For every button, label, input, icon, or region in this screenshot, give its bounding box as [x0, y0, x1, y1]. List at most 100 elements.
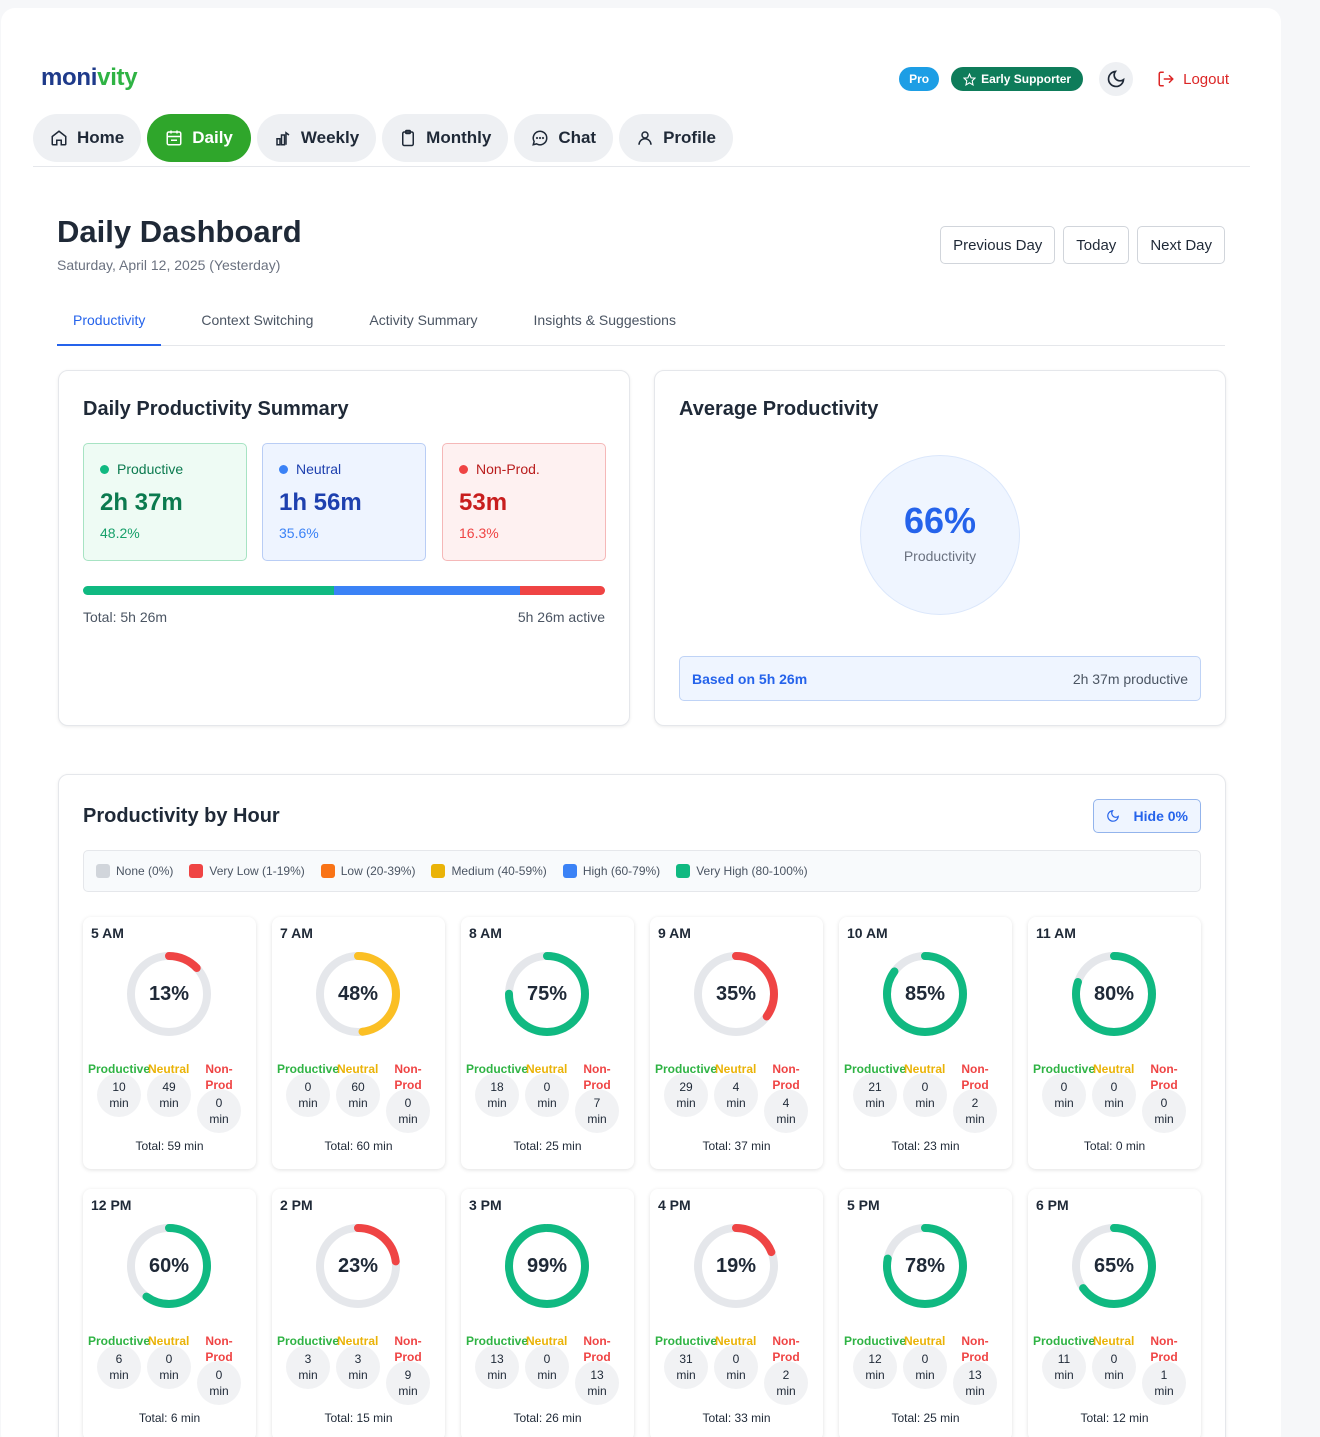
legend-item: Very High (80-100%) — [676, 864, 808, 878]
tab-insights[interactable]: Insights & Suggestions — [533, 312, 676, 328]
hour-ring — [127, 952, 211, 1036]
previous-day-button[interactable]: Previous Day — [940, 226, 1056, 264]
hour-label: 12 PM — [91, 1197, 132, 1213]
hour-card: 10 AM 85% Productive Neutral Non-Prod 21 min 0 m… — [839, 917, 1012, 1169]
nav-home[interactable]: Home — [33, 114, 142, 162]
neutral-col-label: Neutral — [904, 1062, 946, 1076]
legend-swatch — [96, 864, 110, 878]
ring-progress — [694, 952, 778, 1036]
hour-total: Total: 59 min — [135, 1139, 204, 1153]
average-circle: 66% Productivity — [860, 455, 1020, 615]
tab-activity-summary[interactable]: Activity Summary — [369, 312, 478, 328]
legend-swatch — [320, 864, 335, 878]
nonprod-minutes: 2 min — [953, 1089, 997, 1133]
today-button[interactable]: Today — [1063, 226, 1130, 264]
productive-minutes: 13 min — [475, 1345, 519, 1389]
ring-progress — [127, 1224, 211, 1308]
hour-percent: 23% — [337, 1254, 379, 1277]
average-value: 66% — [903, 500, 977, 541]
hour-grid: 5 AM 13% Productive Neutral Non-Prod 10 min 49 m… — [83, 917, 1201, 1437]
neutral-col-label: Neutral — [337, 1334, 379, 1348]
nav-weekly[interactable]: Weekly — [256, 114, 377, 162]
neutral-dot — [279, 464, 288, 474]
neutral-col-label: Neutral — [526, 1334, 568, 1348]
productive-col-label: Productive — [1033, 1334, 1096, 1348]
hour-total: Total: 25 min — [891, 1411, 960, 1425]
hour-percent: 65% — [1093, 1254, 1135, 1277]
hour-label: 3 PM — [469, 1197, 502, 1213]
app-shell: monivity Pro Early Supporter Logout Home… — [1, 8, 1281, 1437]
dashboard-tabs: Productivity Context Switching Activity … — [57, 300, 1225, 346]
moon-icon — [1106, 810, 1119, 822]
neutral-col-label: Neutral — [148, 1062, 190, 1076]
hour-total: Total: 37 min — [702, 1139, 771, 1153]
neutral-col-label: Neutral — [715, 1334, 757, 1348]
neutral-minutes: 0 min — [147, 1345, 191, 1389]
hour-ring — [1072, 1224, 1156, 1308]
nonprod-col-label: Non-Prod — [394, 1062, 422, 1092]
hour-percent: 80% — [1093, 982, 1135, 1005]
hour-card: 5 AM 13% Productive Neutral Non-Prod 10 min 49 m… — [83, 917, 256, 1169]
distribution-bar — [83, 586, 605, 595]
summary-title: Daily Productivity Summary — [83, 398, 349, 420]
nav-daily[interactable]: Daily — [147, 114, 251, 162]
nonprod-col-label: Non-Prod — [583, 1062, 611, 1092]
ring-progress — [316, 1224, 400, 1308]
productive-total: 2h 37m productive — [1072, 670, 1188, 687]
productive-col-label: Productive — [655, 1334, 718, 1348]
hour-ring — [883, 1224, 967, 1308]
tab-productivity[interactable]: Productivity — [57, 300, 162, 346]
legend-item: Low (20-39%) — [320, 864, 415, 878]
hide-zero-button[interactable]: Hide 0% — [1092, 799, 1201, 833]
hour-label: 9 AM — [658, 925, 691, 941]
neutral-col-label: Neutral — [337, 1062, 379, 1076]
productive-dot — [100, 464, 109, 474]
hour-total: Total: 12 min — [1080, 1411, 1149, 1425]
neutral-minutes: 0 min — [525, 1345, 569, 1389]
chart-icon — [276, 131, 290, 146]
hour-ring — [505, 952, 589, 1036]
legend-swatch — [676, 864, 691, 878]
hour-percent: 19% — [715, 1254, 757, 1277]
hour-total: Total: 23 min — [891, 1139, 960, 1153]
hourly-productivity-card: Productivity by Hour Hide 0% None (0%) Ve… — [58, 774, 1226, 1437]
hour-ring — [883, 952, 967, 1036]
legend-swatch — [431, 864, 446, 878]
theme-toggle-button[interactable] — [1099, 62, 1134, 96]
neutral-minutes: 0 min — [525, 1073, 569, 1117]
nonprod-minutes: 1 min — [1142, 1361, 1186, 1405]
productive-col-label: Productive — [277, 1062, 340, 1076]
hour-percent: 85% — [904, 982, 946, 1005]
productive-col-label: Productive — [844, 1062, 907, 1076]
ring-progress — [1072, 952, 1156, 1036]
hour-ring — [694, 1224, 778, 1308]
nav-monthly[interactable]: Monthly — [382, 114, 509, 162]
hour-label: 5 PM — [847, 1197, 880, 1213]
early-supporter-badge: Early Supporter — [951, 67, 1084, 91]
nonprod-stat: Non-Prod. 53m 16.3% — [442, 443, 606, 561]
nav-profile[interactable]: Profile — [619, 114, 733, 162]
nonprod-minutes: 2 min — [764, 1361, 808, 1405]
nonprod-col-label: Non-Prod — [772, 1334, 800, 1364]
nonprod-minutes: 0 min — [386, 1089, 430, 1133]
hour-card: 2 PM 23% Productive Neutral Non-Prod 3 min 3 min… — [272, 1189, 445, 1437]
nav-chat[interactable]: Chat — [514, 114, 614, 162]
tab-context-switching[interactable]: Context Switching — [201, 312, 314, 328]
logout-button[interactable]: Logout — [1157, 70, 1229, 88]
app-logo[interactable]: monivity — [41, 64, 138, 91]
next-day-button[interactable]: Next Day — [1137, 226, 1225, 264]
average-title: Average Productivity — [679, 398, 879, 420]
productive-minutes: 6 min — [97, 1345, 141, 1389]
productive-stat: Productive 2h 37m 48.2% — [83, 443, 247, 561]
nonprod-minutes: 13 min — [953, 1361, 997, 1405]
neutral-minutes: 3 min — [336, 1345, 380, 1389]
hour-card: 11 AM 80% Productive Neutral Non-Prod 0 min 0 mi… — [1028, 917, 1201, 1169]
productive-minutes: 0 min — [286, 1073, 330, 1117]
star-icon — [963, 72, 977, 86]
color-legend: None (0%) Very Low (1-19%) Low (20-39%) Med… — [83, 850, 1201, 892]
productive-pct: 48.2% — [100, 525, 140, 541]
ring-progress — [883, 1224, 967, 1308]
neutral-col-label: Neutral — [526, 1062, 568, 1076]
nav-divider — [33, 166, 1250, 167]
productive-minutes: 12 min — [853, 1345, 897, 1389]
